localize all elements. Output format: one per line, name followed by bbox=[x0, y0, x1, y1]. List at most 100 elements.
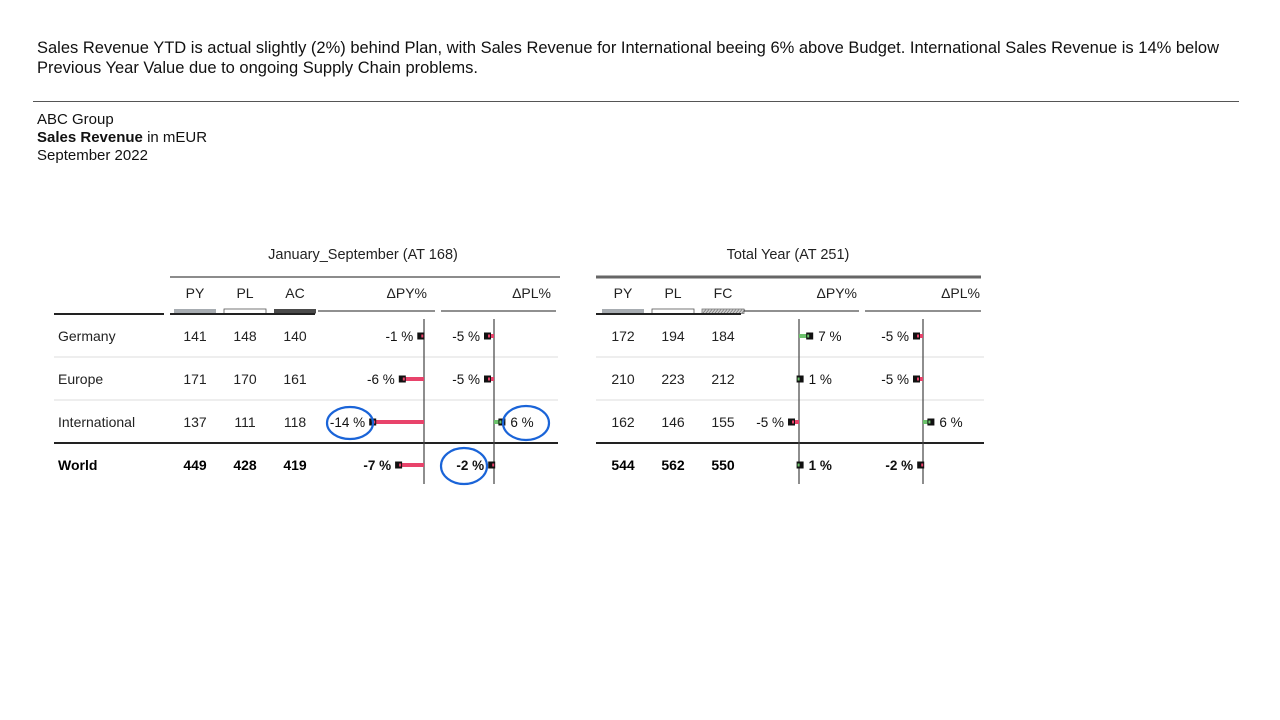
variance-header: ΔPL% bbox=[941, 285, 980, 301]
variance-bar bbox=[799, 334, 811, 338]
variance-label: -5 % bbox=[881, 372, 909, 387]
cell-value: 223 bbox=[661, 371, 685, 387]
company-name: ABC Group bbox=[37, 111, 114, 128]
variance-label: -1 % bbox=[386, 329, 414, 344]
variance-bar-end-core bbox=[488, 334, 490, 338]
variance-bar-end-core bbox=[373, 420, 376, 424]
variance-bar-end-core bbox=[917, 377, 919, 381]
cell-value: 212 bbox=[711, 371, 735, 387]
total-value: 419 bbox=[283, 457, 307, 473]
cell-value: 171 bbox=[183, 371, 207, 387]
column-header: PL bbox=[664, 285, 681, 301]
total-value: 550 bbox=[711, 457, 735, 473]
cell-value: 170 bbox=[233, 371, 257, 387]
forecast-hatch bbox=[738, 309, 743, 314]
forecast-hatch bbox=[717, 309, 722, 314]
highlight-circle bbox=[325, 405, 375, 441]
variance-bar-end bbox=[488, 461, 496, 469]
commentary-text: Sales Revenue YTD is actual slightly (2%… bbox=[37, 39, 1219, 77]
variance-label: -6 % bbox=[367, 372, 395, 387]
total-row-label: World bbox=[58, 457, 97, 473]
variance-bar bbox=[372, 420, 424, 424]
total-variance-label: 1 % bbox=[809, 458, 832, 473]
highlight-circle bbox=[439, 446, 489, 486]
variance-bar-end bbox=[395, 461, 403, 469]
cell-value: 194 bbox=[661, 328, 685, 344]
variance-bar-end-core bbox=[917, 334, 919, 338]
variance-bar-end-core bbox=[399, 463, 402, 467]
row-label: Germany bbox=[58, 328, 116, 344]
variance-label: 6 % bbox=[510, 415, 533, 430]
variance-header: ΔPY% bbox=[387, 285, 427, 301]
report-header: ABC Group Sales Revenue in mEUR Septembe… bbox=[37, 111, 207, 165]
metric-line: Sales Revenue in mEUR bbox=[37, 129, 207, 147]
cell-value: 141 bbox=[183, 328, 207, 344]
variance-bar-end bbox=[417, 332, 425, 340]
scenario-marker bbox=[602, 309, 644, 314]
scenario-marker bbox=[274, 309, 316, 314]
row-label: Europe bbox=[58, 371, 103, 387]
cell-value: 137 bbox=[183, 414, 207, 430]
variance-bar-end bbox=[484, 375, 491, 383]
variance-bar-end-core bbox=[499, 420, 502, 424]
variance-header: ΔPY% bbox=[817, 285, 857, 301]
forecast-hatch bbox=[741, 309, 746, 314]
metric-name: Sales Revenue bbox=[37, 129, 143, 146]
variance-bar-end-core bbox=[402, 377, 405, 381]
variance-bar-end bbox=[796, 461, 804, 469]
variance-bar-end bbox=[498, 418, 506, 426]
total-value: 544 bbox=[611, 457, 635, 473]
highlight-circle bbox=[501, 404, 551, 442]
cell-value: 111 bbox=[234, 414, 255, 430]
variance-bar-end-core bbox=[792, 420, 794, 424]
cell-value: 162 bbox=[611, 414, 635, 430]
variance-bar-end-core bbox=[928, 420, 931, 424]
forecast-hatch bbox=[735, 309, 740, 314]
cell-value: 146 bbox=[661, 414, 685, 430]
cell-value: 161 bbox=[283, 371, 307, 387]
total-variance-label: -2 % bbox=[456, 458, 484, 473]
variance-bar-end-core bbox=[421, 334, 424, 338]
header-separator bbox=[33, 101, 1239, 102]
scenario-marker bbox=[223, 308, 267, 314]
variance-bar-end-core bbox=[492, 463, 495, 467]
column-header: AC bbox=[285, 285, 304, 301]
variance-bar-end bbox=[484, 332, 491, 340]
cell-value: 118 bbox=[284, 414, 307, 430]
column-header: FC bbox=[714, 285, 733, 301]
cell-value: 155 bbox=[711, 414, 735, 430]
total-variance-label: -7 % bbox=[363, 458, 391, 473]
forecast-hatch bbox=[708, 309, 713, 314]
metric-unit: in mEUR bbox=[142, 129, 208, 146]
variance-bar-end bbox=[913, 332, 920, 340]
block-title: Total Year (AT 251) bbox=[727, 247, 850, 263]
forecast-hatch bbox=[720, 309, 725, 314]
variance-bar-end bbox=[913, 375, 920, 383]
forecast-hatch bbox=[714, 309, 719, 314]
forecast-hatch bbox=[729, 309, 734, 314]
forecast-hatch bbox=[723, 309, 728, 314]
total-value: 449 bbox=[183, 457, 207, 473]
scenario-marker bbox=[651, 308, 695, 314]
variance-bar bbox=[398, 463, 424, 467]
forecast-hatch bbox=[702, 309, 707, 314]
variance-bar-end-core bbox=[797, 463, 800, 467]
variance-bar-end bbox=[927, 418, 935, 426]
forecast-hatch bbox=[726, 309, 731, 314]
column-header: PL bbox=[236, 285, 253, 301]
variance-bar-end-core bbox=[488, 377, 490, 381]
variance-header: ΔPL% bbox=[512, 285, 551, 301]
variance-bar-end bbox=[398, 375, 406, 383]
total-variance-label: -2 % bbox=[885, 458, 913, 473]
variance-bar-end bbox=[788, 418, 795, 426]
cell-value: 184 bbox=[711, 328, 735, 344]
variance-label: 7 % bbox=[818, 329, 841, 344]
variance-label: 1 % bbox=[809, 372, 832, 387]
report-period: September 2022 bbox=[37, 147, 148, 164]
row-label: International bbox=[58, 414, 135, 430]
variance-bar-end bbox=[917, 461, 925, 469]
variance-label: -5 % bbox=[452, 372, 480, 387]
variance-bar bbox=[401, 377, 424, 381]
cell-value: 210 bbox=[611, 371, 635, 387]
column-header: PY bbox=[186, 285, 205, 301]
